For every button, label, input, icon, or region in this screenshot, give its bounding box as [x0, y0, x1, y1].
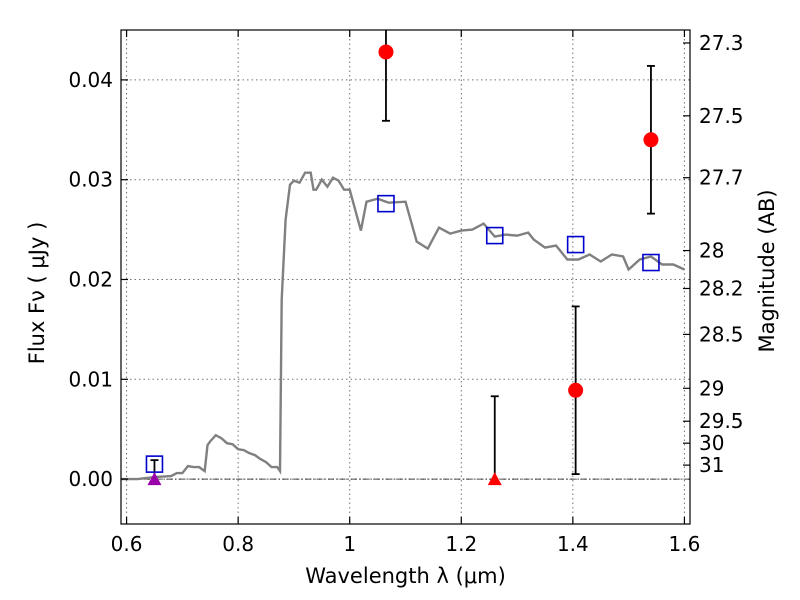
y-tick-label: 0.00 [68, 467, 113, 491]
model-photometry-square [377, 194, 395, 213]
right-tick-label: 31 [699, 453, 724, 477]
detection-point [568, 382, 584, 398]
y-tick-label: 0.03 [68, 168, 113, 192]
y-tick-label: 0.04 [68, 68, 113, 92]
right-tick-label: 29.5 [699, 409, 744, 433]
y-axis-label: Flux Fν ( μJy ) [25, 222, 49, 365]
right-tick-label: 27.5 [699, 104, 744, 128]
x-tick-label: 0.8 [222, 532, 254, 556]
model-photometry-square [485, 226, 504, 245]
right-tick-label: 30 [699, 431, 724, 455]
tick-layer: 0.6 0.8 1 1.2 1.4 1.6 0.00 0.01 0.02 0.03 0.04 27.3… [68, 30, 744, 556]
right-tick-label: 28.5 [699, 322, 744, 346]
x-tick-label: 1.6 [669, 532, 701, 556]
x-tick-label: 1.2 [445, 532, 477, 556]
right-tick-label: 28 [699, 239, 724, 263]
detection-point [643, 132, 659, 148]
x-axis-label: Wavelength λ (μm) [305, 564, 506, 588]
y-tick-label: 0.01 [68, 367, 113, 391]
marker-layer [145, 44, 660, 486]
upper-limit-triangle [147, 472, 162, 486]
right-tick-label: 27.7 [699, 166, 744, 190]
x-tick-label: 1.4 [557, 532, 589, 556]
upper-limit-triangle [487, 472, 502, 486]
y-tick-label: 0.02 [68, 267, 113, 291]
x-tick-label: 0.6 [111, 532, 143, 556]
x-tick-label: 1 [343, 532, 356, 556]
right-tick-label: 28.2 [699, 276, 744, 300]
model-photometry-square [566, 235, 585, 254]
plot-frame [120, 29, 691, 525]
model-sed-line [121, 171, 685, 481]
right-axis-label: Magnitude (AB) [755, 189, 779, 352]
errorbar-layer [150, 30, 655, 480]
detection-point [378, 44, 394, 60]
right-tick-label: 29 [699, 376, 724, 400]
model-photometry-square [642, 253, 660, 272]
right-tick-label: 27.3 [699, 31, 744, 55]
